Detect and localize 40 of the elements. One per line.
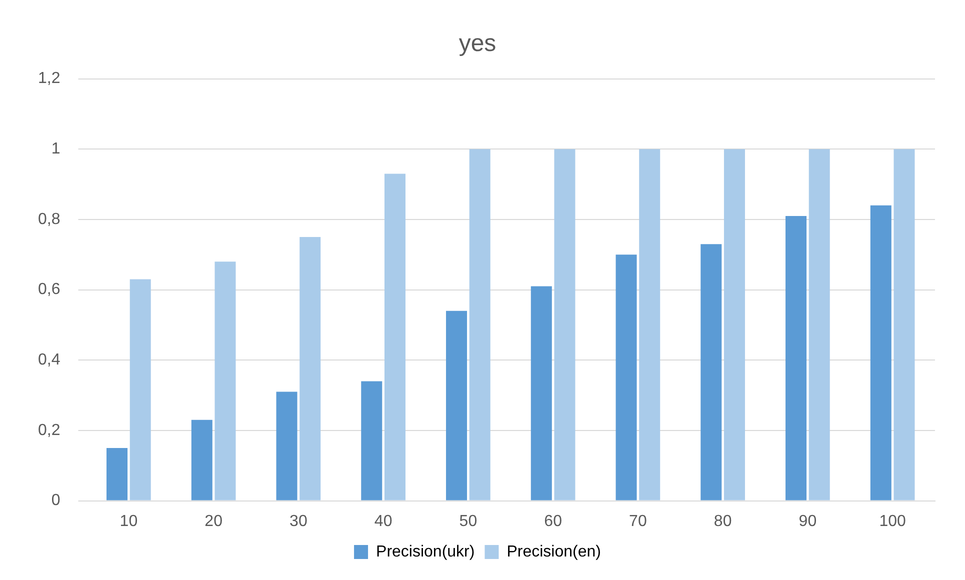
legend-label: Precision(ukr) [376,543,475,560]
x-tick-label: 90 [798,512,817,530]
chart-title: yes [458,30,496,58]
y-tick-label: 1,2 [38,70,60,88]
x-tick-label: 50 [459,512,478,530]
bar [446,310,468,500]
bar [554,149,576,500]
x-tick-label: 100 [879,512,906,530]
bar [130,279,151,500]
bar [469,149,490,500]
bar [786,216,807,500]
bar [894,149,915,500]
legend-label: Precision(en) [506,543,601,560]
bar [361,381,382,500]
bar [530,286,552,500]
y-tick-label: 0 [51,492,60,510]
bar [384,174,406,500]
y-tick-label: 0,6 [38,281,60,298]
bar [808,149,830,500]
x-tick-label: 20 [204,512,223,530]
bar [276,392,298,500]
y-tick-label: 0,4 [38,352,60,369]
x-tick-label: 30 [290,512,308,530]
x-tick-label: 10 [120,512,138,530]
bar [724,149,745,500]
bar [870,205,892,500]
x-tick-label: 80 [714,512,732,530]
x-tick-label: 70 [629,512,647,530]
bar [106,448,128,500]
bar [214,262,236,500]
x-tick-label: 60 [544,512,562,530]
y-tick-label: 0,8 [38,210,60,228]
x-tick-label: 40 [374,512,392,530]
y-tick-label: 0,2 [38,422,60,439]
bar [300,237,321,500]
bar [639,149,660,500]
bar [700,244,722,500]
bar [191,420,212,500]
y-tick-label: 1 [51,140,60,158]
bar [616,254,637,500]
